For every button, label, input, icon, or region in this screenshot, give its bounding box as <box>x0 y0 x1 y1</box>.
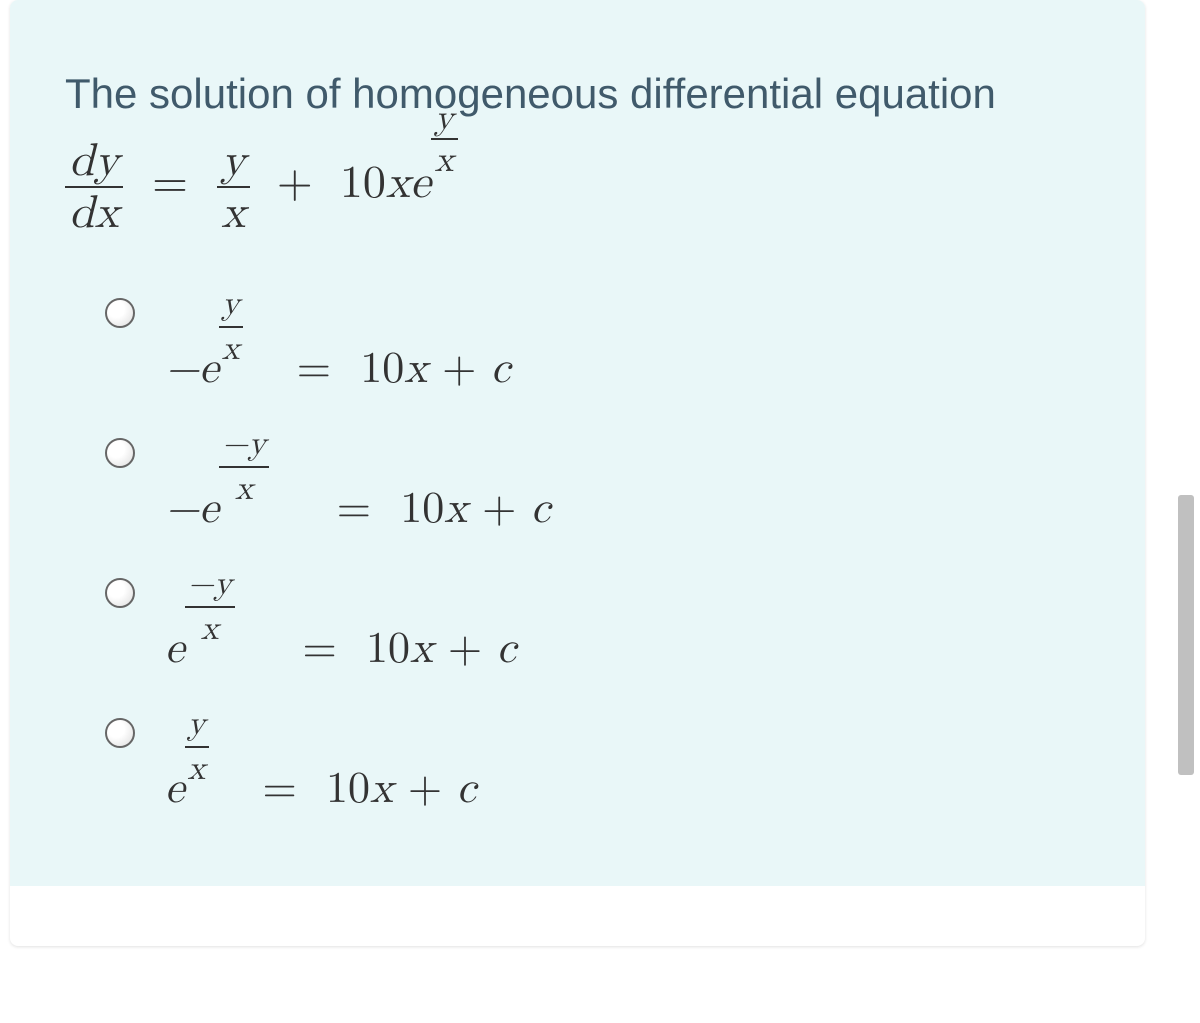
opt-exp-num: −y <box>219 424 269 468</box>
opt-exp-num: y <box>185 704 209 748</box>
radio-a[interactable] <box>105 298 135 328</box>
eq-sign: = <box>152 160 188 206</box>
opt-exp-den: x <box>185 608 235 650</box>
question-card: The solution of homogeneous differential… <box>10 0 1145 946</box>
opt-lead: e <box>165 767 185 811</box>
option-a[interactable]: −e y x = 10x + c <box>105 286 1090 396</box>
plus-sign: + <box>277 160 313 206</box>
var-x: x <box>386 160 410 206</box>
frac-den: dx <box>65 188 123 236</box>
scrollbar-thumb[interactable] <box>1178 495 1194 775</box>
radio-d[interactable] <box>105 718 135 748</box>
eq-sign: = <box>297 347 331 391</box>
opt-exp-den: x <box>219 328 243 370</box>
frac-num: dy <box>65 138 123 188</box>
opt-exp-den: x <box>219 468 269 510</box>
eq-sign: = <box>337 487 371 531</box>
opt-exp-num: −y <box>185 564 235 608</box>
option-d[interactable]: e y x = 10x + c <box>105 706 1090 816</box>
opt-lead: e <box>165 627 185 671</box>
radio-c[interactable] <box>105 578 135 608</box>
option-b-equation: −e −y x = 10x + c <box>165 426 550 536</box>
question-prompt: The solution of homogeneous differential… <box>65 70 1090 118</box>
option-c[interactable]: e −y x = 10x + c <box>105 566 1090 676</box>
eq-sign: = <box>263 767 297 811</box>
option-b[interactable]: −e −y x = 10x + c <box>105 426 1090 536</box>
opt-exp-den: x <box>185 748 209 790</box>
e-symbol: e <box>410 160 430 206</box>
opt-exp-num: y <box>219 284 243 328</box>
option-d-equation: e y x = 10x + c <box>165 706 476 816</box>
exp-num: y <box>431 100 458 140</box>
eq-sign: = <box>303 627 337 671</box>
question-body: The solution of homogeneous differential… <box>10 0 1145 886</box>
frac-den: x <box>217 188 249 236</box>
frac-num: y <box>217 138 249 188</box>
radio-b[interactable] <box>105 438 135 468</box>
option-c-equation: e −y x = 10x + c <box>165 566 516 676</box>
coef: 10 <box>340 160 386 206</box>
opt-lead: −e <box>165 487 219 531</box>
exp-den: x <box>431 140 458 178</box>
option-a-equation: −e y x = 10x + c <box>165 286 510 396</box>
question-equation: dy dx = y x + 10xe y x <box>65 138 1090 236</box>
opt-lead: −e <box>165 347 219 391</box>
